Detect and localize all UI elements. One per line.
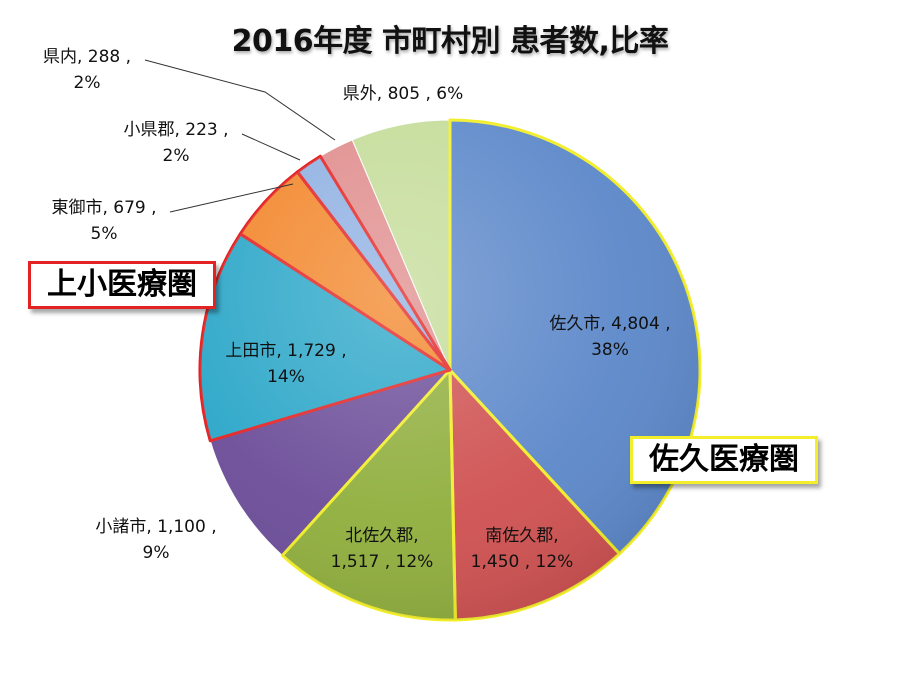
label-kennai: 県内, 288 , 2% xyxy=(42,47,132,93)
label-chiisagata: 小県郡, 223 , 2% xyxy=(123,120,229,166)
label-ueda: 上田市, 1,729 , 14% xyxy=(225,341,347,387)
leader-line-tomi xyxy=(169,183,294,213)
leader-line-chiisagata xyxy=(241,133,301,161)
region-label-saku: 佐久医療圏 xyxy=(630,436,818,484)
label-tomi: 東御市, 679 , 5% xyxy=(51,198,157,244)
label-kengai: 県外, 805 , 6% xyxy=(342,84,464,104)
region-label-joshou: 上小医療圏 xyxy=(28,261,216,309)
chart-title: 2016年度 市町村別 患者数,比率 xyxy=(231,24,669,59)
label-saku-city: 佐久市, 4,804 , 38% xyxy=(549,314,671,360)
label-kitasaku: 北佐久郡, 1,517 , 12% xyxy=(330,526,434,572)
label-minamisaku: 南佐久郡, 1,450 , 12% xyxy=(470,526,574,572)
leader-line-kennai xyxy=(144,59,336,141)
label-komoro: 小諸市, 1,100 , 9% xyxy=(95,517,217,563)
